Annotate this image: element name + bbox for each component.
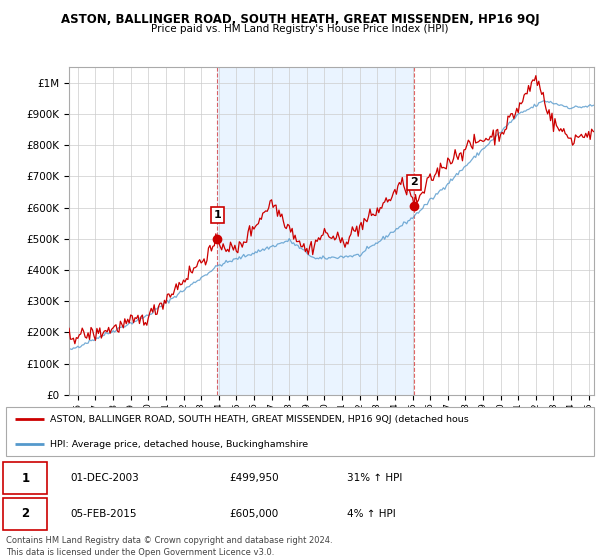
FancyBboxPatch shape	[3, 462, 47, 494]
Text: 2: 2	[410, 178, 418, 188]
Text: 05-FEB-2015: 05-FEB-2015	[71, 509, 137, 519]
Text: 2: 2	[22, 507, 29, 520]
Text: Contains HM Land Registry data © Crown copyright and database right 2024.: Contains HM Land Registry data © Crown c…	[6, 536, 332, 545]
Text: HPI: Average price, detached house, Buckinghamshire: HPI: Average price, detached house, Buck…	[50, 440, 308, 449]
Bar	[217, 67, 414, 395]
Text: 01-DEC-2003: 01-DEC-2003	[71, 473, 139, 483]
Text: 1: 1	[214, 210, 221, 220]
Text: 4% ↑ HPI: 4% ↑ HPI	[347, 509, 396, 519]
Text: ASTON, BALLINGER ROAD, SOUTH HEATH, GREAT MISSENDEN, HP16 9QJ: ASTON, BALLINGER ROAD, SOUTH HEATH, GREA…	[61, 13, 539, 26]
Text: Price paid vs. HM Land Registry's House Price Index (HPI): Price paid vs. HM Land Registry's House …	[151, 24, 449, 34]
Text: £499,950: £499,950	[229, 473, 279, 483]
Text: ASTON, BALLINGER ROAD, SOUTH HEATH, GREAT MISSENDEN, HP16 9QJ (detached hous: ASTON, BALLINGER ROAD, SOUTH HEATH, GREA…	[50, 415, 469, 424]
Text: 1: 1	[22, 472, 29, 484]
Text: £605,000: £605,000	[229, 509, 278, 519]
FancyBboxPatch shape	[3, 498, 47, 530]
Text: 31% ↑ HPI: 31% ↑ HPI	[347, 473, 403, 483]
Text: This data is licensed under the Open Government Licence v3.0.: This data is licensed under the Open Gov…	[6, 548, 274, 557]
